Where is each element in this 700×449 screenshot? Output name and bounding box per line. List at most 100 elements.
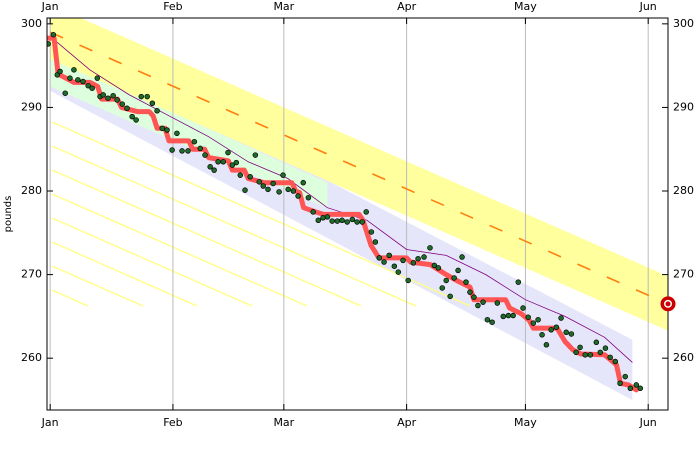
data-point [62,90,68,96]
data-point [179,148,185,154]
data-point [372,239,379,245]
lane-line [51,265,144,307]
data-point [435,265,442,271]
data-point [252,152,259,158]
data-point [305,194,312,201]
data-point [510,312,516,319]
x-tick-label: Jun [639,416,657,429]
bands [50,18,668,400]
plot-area [47,18,668,410]
data-point [300,179,306,186]
x-tick-label-top: Jun [639,0,657,13]
data-point [71,67,77,73]
x-tick-label: May [514,416,537,429]
x-tick-label: Feb [163,416,182,429]
data-point [149,100,156,107]
lane-line [51,169,362,307]
data-point [202,152,208,158]
data-point [558,315,564,321]
data-point [593,339,600,346]
data-point [400,257,406,264]
data-point [431,262,438,269]
lane-line [51,193,308,307]
data-point [110,92,116,99]
data-point [597,349,604,356]
y2-tick-label: 300 [673,17,694,30]
data-point [237,172,244,178]
y2-tick-label: 260 [673,351,694,364]
lane-line [51,241,198,307]
y-axis-label: pounds [3,196,14,233]
y-tick-label: 280 [21,184,42,197]
data-point [47,41,51,47]
data-point [475,302,481,309]
data-point [467,289,473,295]
data-point [405,277,411,284]
x-tick-label-top: May [514,0,537,13]
data-point [520,305,526,311]
data-point [410,260,417,266]
data-point [381,259,387,265]
data-point [622,373,628,380]
y2-tick-label: 270 [673,268,694,281]
data-point [247,174,253,180]
data-point [211,167,217,173]
data-point [582,352,588,358]
data-point [489,319,495,325]
data-point [124,105,130,112]
data-point [100,92,106,98]
data-point [329,218,335,224]
data-point [530,320,537,326]
data-point [164,127,170,133]
data-point [75,77,81,83]
lane-line [51,289,89,307]
data-point [315,217,322,224]
data-point [105,95,111,101]
y-tick-label: 300 [21,17,42,30]
data-point [270,180,276,187]
data-point [548,327,554,333]
data-point [256,179,263,185]
x-tick-label: Jan [41,416,59,429]
data-point [144,93,150,100]
data-point [391,263,398,269]
data-point [233,159,240,166]
data-point [627,385,634,392]
data-point [535,316,541,323]
data-point [265,186,271,193]
data-point [339,217,345,224]
lane-line [51,145,417,307]
decoration-lanes [51,121,471,307]
data-point [617,380,623,387]
data-point [525,314,531,320]
data-point [480,299,486,305]
data-point [334,218,341,224]
data-point [225,149,231,156]
data-point [500,313,506,320]
data-point [447,293,453,300]
data-point [471,294,477,300]
band [50,57,328,208]
data-point [553,324,560,331]
data-point [607,354,613,361]
data-point [484,316,491,323]
data-point [427,245,433,251]
marks [47,31,668,393]
data-point [280,172,286,178]
data-point [439,285,446,291]
data-point [563,329,569,336]
data-point [285,186,291,193]
data-point [85,82,91,89]
data-point [395,269,402,275]
data-point [310,209,316,215]
y2-tick-label: 280 [673,184,694,197]
plot-frame [46,17,669,411]
lane-line [51,217,253,307]
data-point [568,331,575,337]
data-point [349,216,356,223]
grid [49,18,649,410]
data-point [169,147,175,153]
data-point [577,344,583,351]
